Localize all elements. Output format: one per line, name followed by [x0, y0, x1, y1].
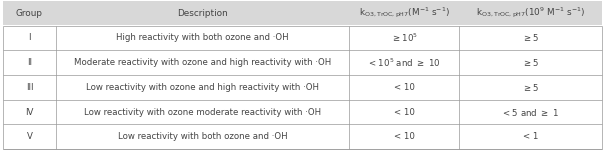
Bar [459, 1, 602, 26]
Text: < 10: < 10 [394, 108, 415, 117]
Text: < 1: < 1 [523, 132, 538, 141]
Text: $\geq$5: $\geq$5 [522, 57, 539, 68]
Text: k$_\mathrm{O3,TrOC,pH7}$(M$^{-1}$ s$^{-1}$): k$_\mathrm{O3,TrOC,pH7}$(M$^{-1}$ s$^{-1… [359, 6, 450, 20]
Bar [459, 50, 602, 75]
Bar [56, 75, 349, 100]
Bar [3, 100, 56, 124]
Text: Moderate reactivity with ozone and high reactivity with ·OH: Moderate reactivity with ozone and high … [74, 58, 331, 67]
Text: III: III [25, 83, 33, 92]
Bar [3, 50, 56, 75]
Text: < 10: < 10 [394, 83, 415, 92]
Text: $\geq$10$^5$: $\geq$10$^5$ [391, 32, 418, 44]
Text: I: I [28, 33, 31, 42]
Bar [349, 75, 459, 100]
Text: IV: IV [25, 108, 33, 117]
Bar [56, 100, 349, 124]
Text: Low reactivity with both ozone and ·OH: Low reactivity with both ozone and ·OH [117, 132, 287, 141]
Text: Low reactivity with ozone moderate reactivity with ·OH: Low reactivity with ozone moderate react… [84, 108, 321, 117]
Text: < 10$^5$ and $\geq$ 10: < 10$^5$ and $\geq$ 10 [368, 56, 440, 69]
Text: Low reactivity with ozone and high reactivity with ·OH: Low reactivity with ozone and high react… [86, 83, 319, 92]
Text: High reactivity with both ozone and ·OH: High reactivity with both ozone and ·OH [116, 33, 289, 42]
Text: k$_\mathrm{O3,TrOC,pH7}$(10$^9$ M$^{-1}$ s$^{-1}$): k$_\mathrm{O3,TrOC,pH7}$(10$^9$ M$^{-1}$… [476, 6, 586, 20]
Text: $\geq$5: $\geq$5 [522, 32, 539, 43]
Text: Description: Description [177, 9, 228, 18]
Bar [56, 26, 349, 50]
Bar [459, 100, 602, 124]
Bar [459, 26, 602, 50]
Bar [349, 50, 459, 75]
Bar [459, 75, 602, 100]
Text: < 10: < 10 [394, 132, 415, 141]
Bar [3, 75, 56, 100]
Bar [3, 1, 56, 26]
Bar [56, 1, 349, 26]
Bar [349, 100, 459, 124]
Bar [349, 124, 459, 149]
Text: V: V [27, 132, 32, 141]
Bar [349, 1, 459, 26]
Bar [56, 124, 349, 149]
Bar [349, 26, 459, 50]
Text: Group: Group [16, 9, 43, 18]
Text: < 5 and $\geq$ 1: < 5 and $\geq$ 1 [502, 107, 559, 118]
Bar [3, 124, 56, 149]
Text: II: II [27, 58, 32, 67]
Bar [459, 124, 602, 149]
Bar [56, 50, 349, 75]
Bar [3, 26, 56, 50]
Text: $\geq$5: $\geq$5 [522, 82, 539, 93]
